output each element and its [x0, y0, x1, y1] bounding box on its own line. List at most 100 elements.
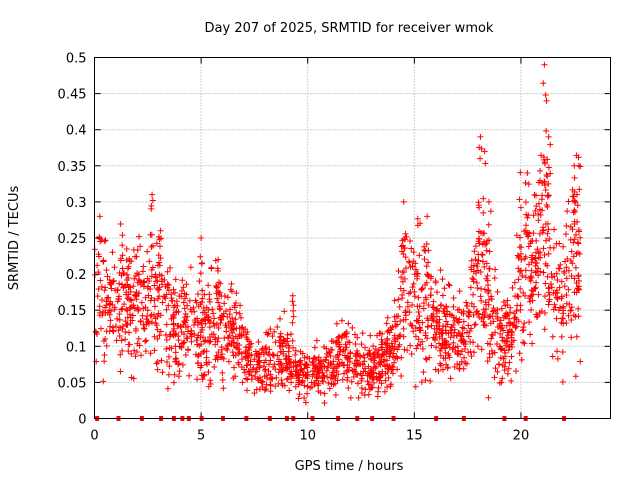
data-point: [154, 335, 161, 342]
data-point: [200, 317, 207, 324]
data-point: [570, 253, 577, 260]
data-point: [116, 332, 123, 339]
data-point: [471, 349, 478, 356]
data-point: [187, 306, 194, 313]
data-point: [397, 332, 404, 339]
data-point: [238, 325, 245, 332]
data-point: [534, 246, 541, 253]
data-point: [296, 359, 303, 366]
data-point: [340, 362, 347, 369]
data-point: [544, 173, 551, 180]
data-point: [556, 284, 563, 291]
data-point: [412, 266, 419, 273]
data-point: [529, 340, 536, 347]
data-point: [344, 377, 351, 384]
data-point: [392, 355, 399, 362]
data-point: [98, 325, 105, 332]
data-point: [460, 310, 467, 317]
x-axis-label: GPS time / hours: [295, 459, 404, 474]
data-point: [164, 358, 171, 365]
data-point: [410, 328, 417, 335]
data-point: [410, 280, 417, 287]
data-point: [215, 325, 222, 332]
data-point: [537, 167, 544, 174]
data-point: [229, 288, 236, 295]
data-point: [492, 365, 499, 372]
data-point: [162, 332, 169, 339]
data-point: [207, 338, 214, 345]
data-point: [520, 326, 527, 333]
data-point: [301, 354, 308, 361]
data-point: [172, 349, 179, 356]
data-point: [163, 346, 170, 353]
data-point: [98, 297, 105, 304]
data-point: [284, 338, 291, 345]
data-point: [496, 361, 503, 368]
data-point: [181, 290, 188, 297]
data-point: [156, 243, 163, 250]
data-point: [569, 226, 576, 233]
data-point: [159, 369, 166, 376]
data-point: [332, 375, 339, 382]
data-point: [458, 348, 465, 355]
data-point: [163, 291, 170, 298]
data-point: [128, 374, 135, 381]
data-point: [555, 265, 562, 272]
data-point: [191, 321, 198, 328]
data-point: [517, 169, 524, 176]
data-point: [406, 258, 413, 265]
data-point: [248, 351, 255, 358]
data-point: [208, 264, 215, 271]
data-point: [142, 338, 149, 345]
data-point: [531, 285, 538, 292]
data-point: [324, 374, 331, 381]
data-point: [372, 365, 379, 372]
data-point: [440, 308, 447, 315]
data-point: [572, 199, 579, 206]
data-point: [185, 346, 192, 353]
data-point: [537, 249, 544, 256]
data-point: [307, 384, 314, 391]
data-point: [465, 349, 472, 356]
data-point: [417, 220, 424, 227]
data-point: [195, 319, 202, 326]
data-point: [208, 331, 215, 338]
data-point: [415, 336, 422, 343]
data-point: [487, 208, 494, 215]
data-point: [509, 284, 516, 291]
data-point: [180, 339, 187, 346]
data-point: [172, 276, 179, 283]
data-point: [500, 355, 507, 362]
data-point: [446, 354, 453, 361]
data-point: [116, 316, 123, 323]
data-point: [370, 353, 377, 360]
data-point: [156, 236, 163, 243]
data-point: [372, 345, 379, 352]
data-point: [456, 288, 463, 295]
data-point: [463, 302, 470, 309]
data-point: [203, 354, 210, 361]
y-tick-label: 0.4: [66, 124, 87, 139]
data-point: [468, 325, 475, 332]
data-point: [182, 295, 189, 302]
data-point: [361, 358, 368, 365]
data-point: [472, 243, 479, 250]
data-point: [571, 218, 578, 225]
data-point: [486, 248, 493, 255]
data-point: [197, 301, 204, 308]
data-point: [178, 293, 185, 300]
data-point: [115, 327, 122, 334]
data-point: [486, 354, 493, 361]
data-point: [158, 281, 165, 288]
data-point: [285, 355, 292, 362]
data-point: [568, 317, 575, 324]
data-point: [575, 283, 582, 290]
data-point: [209, 306, 216, 313]
data-point: [525, 212, 532, 219]
data-point: [229, 349, 236, 356]
data-point: [214, 295, 221, 302]
data-point: [488, 293, 495, 300]
data-point: [104, 273, 111, 280]
data-point: [127, 284, 134, 291]
data-point: [533, 237, 540, 244]
